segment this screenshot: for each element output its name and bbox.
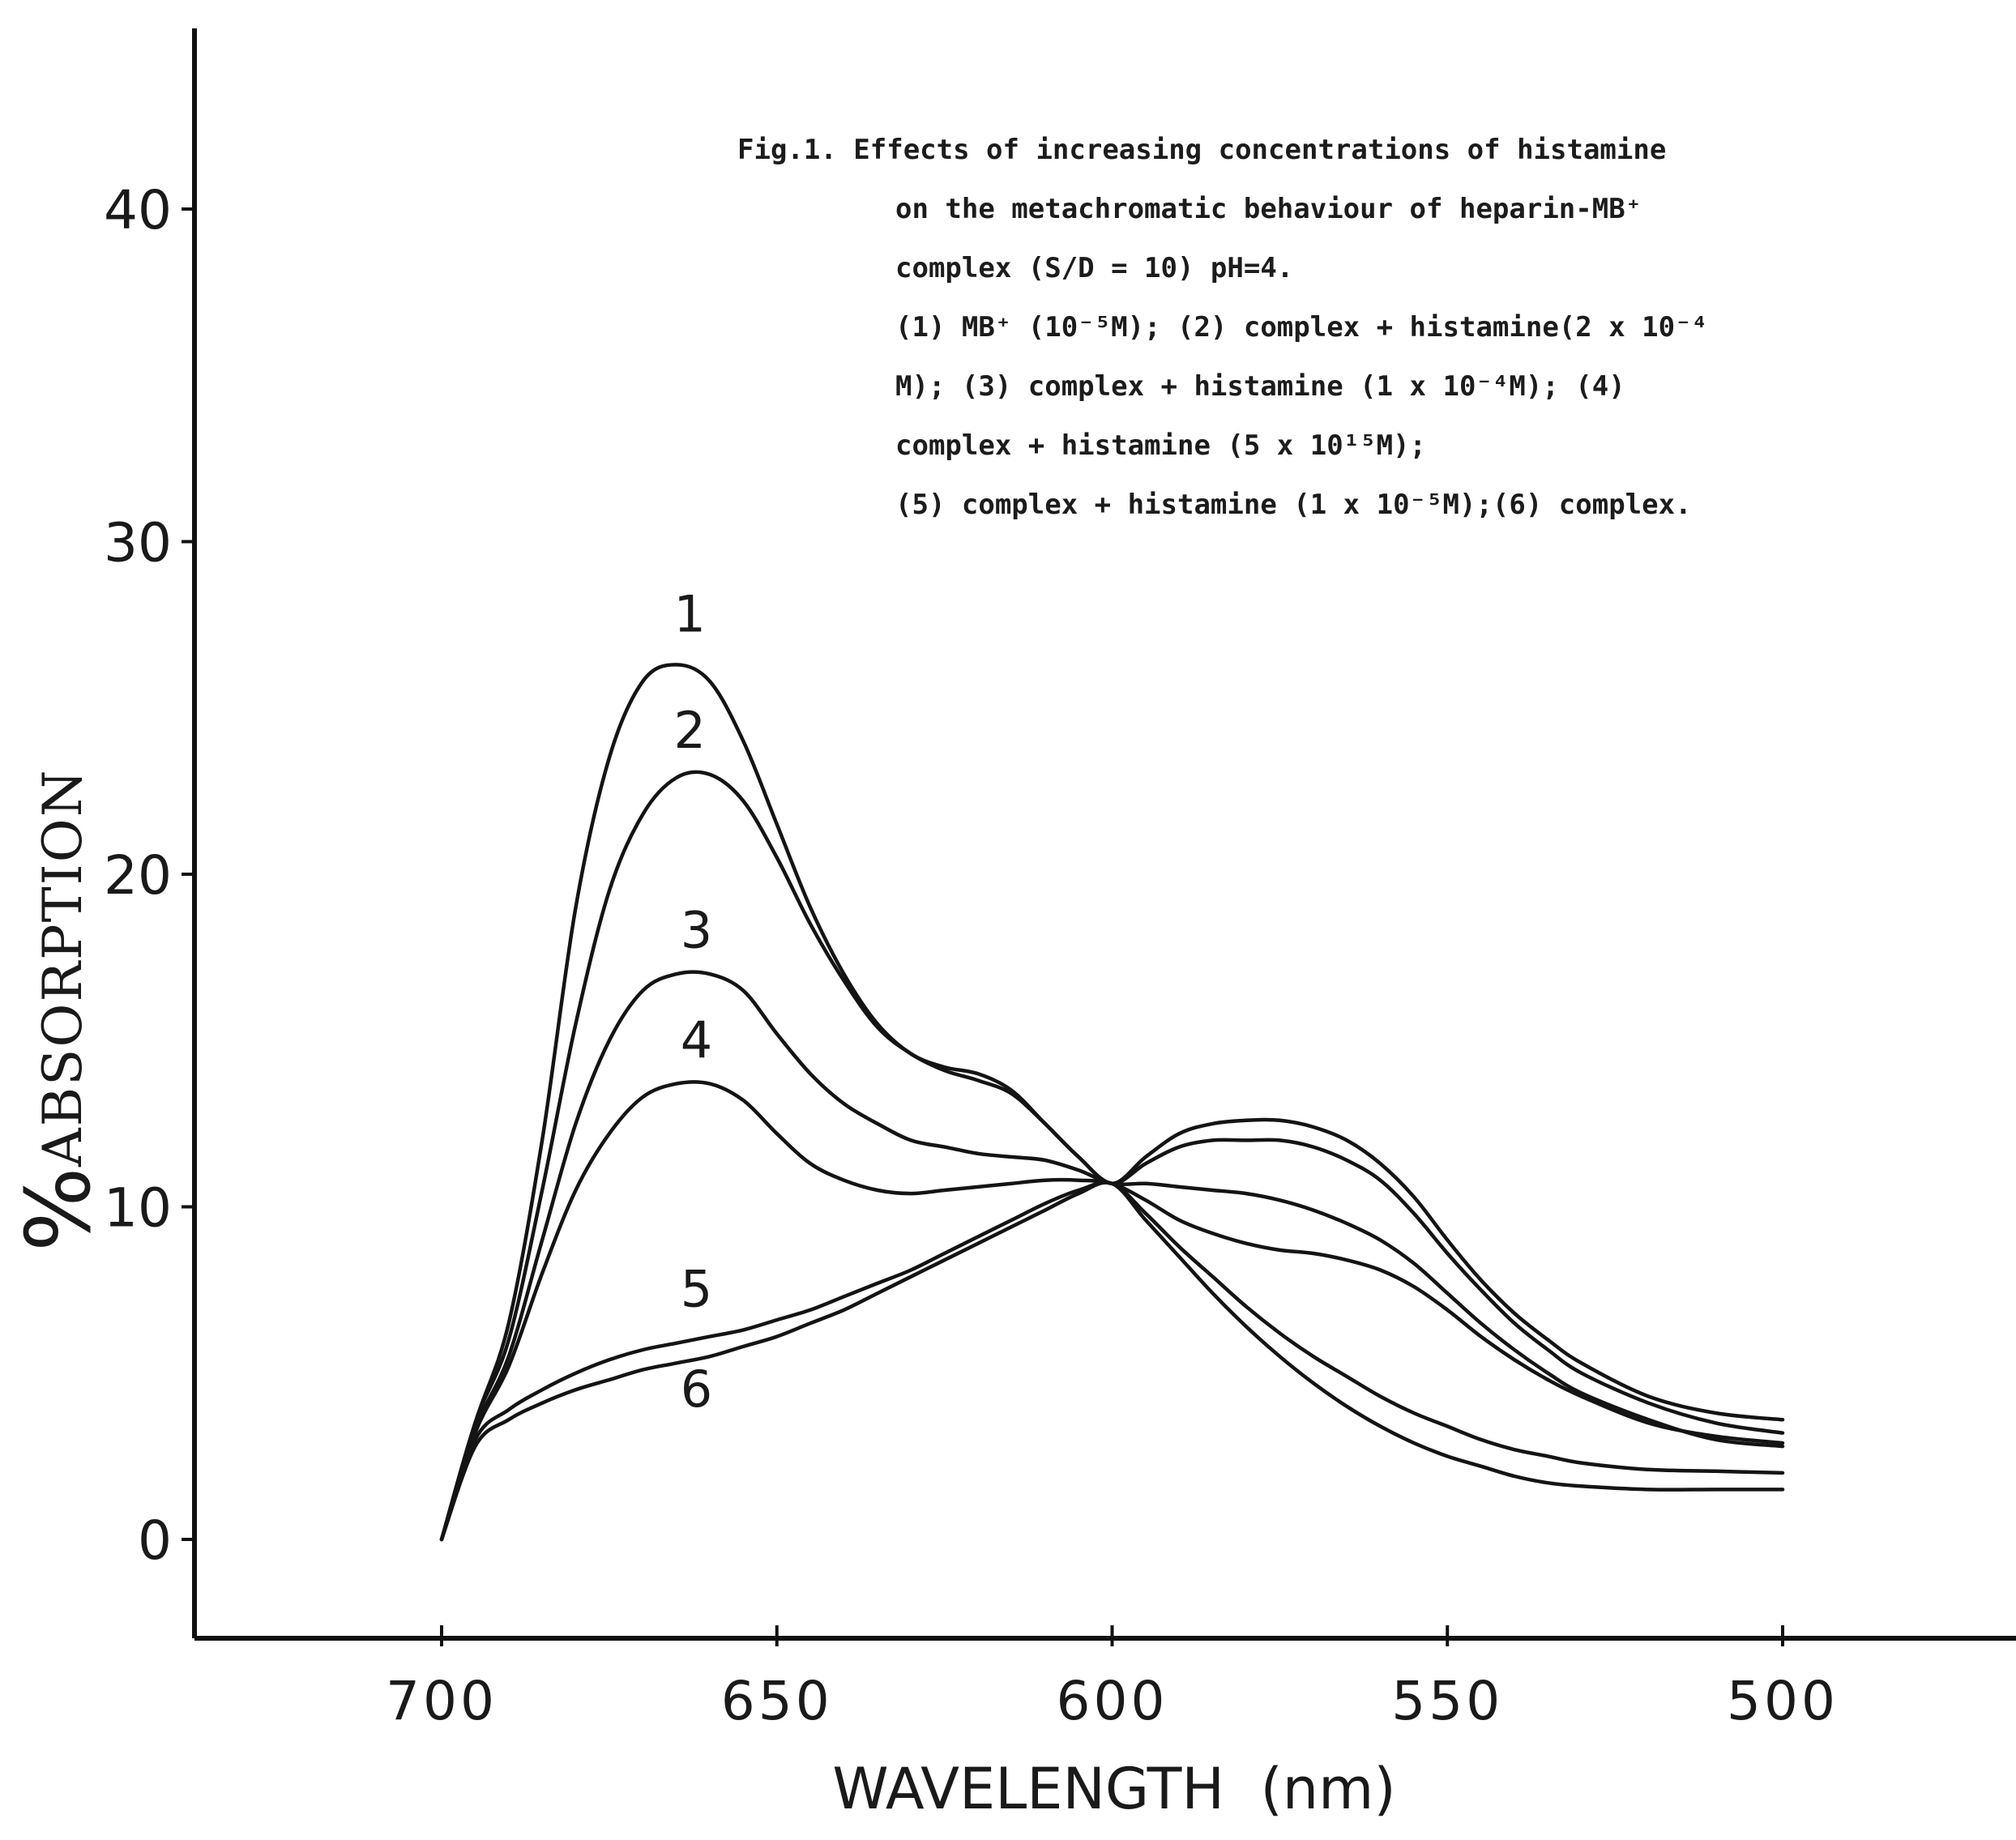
labels: 1 2 3 4 5 6: [673, 584, 712, 1418]
y-axis-title-main: ABSORPTION: [32, 768, 94, 1168]
curves: [439, 663, 1785, 1542]
series-3-line: [439, 970, 1785, 1542]
y-axis-title-prefix: %: [6, 1167, 110, 1252]
series-1-line: [439, 663, 1785, 1542]
caption-line-3: complex (S/D = 10) pH=4.: [895, 252, 1293, 284]
y-tick-label-10: 10: [104, 1177, 172, 1240]
caption-line-5: M); (3) complex + histamine (1 x 10⁻⁴M);…: [895, 370, 1625, 403]
series-5-line: [439, 1180, 1785, 1542]
y-tick-label-40: 40: [104, 179, 172, 241]
caption-line-2: on the metachromatic behaviour of hepari…: [895, 193, 1642, 225]
caption-line-6: complex + histamine (5 x 10¹⁵M);: [895, 429, 1426, 462]
series-6-line: [439, 1180, 1785, 1542]
caption-line-1: Fig.1. Effects of increasing concentrati…: [737, 134, 1666, 166]
caption-line-4: (1) MB⁺ (10⁻⁵M); (2) complex + histamine…: [895, 311, 1708, 344]
y-tick-label-0: 0: [138, 1509, 172, 1572]
x-axis-title: WAVELENGTH (nm): [832, 1756, 1395, 1822]
x-tick-label-650: 650: [721, 1670, 833, 1732]
x-tick-label-500: 500: [1727, 1670, 1839, 1732]
y-tick-label-30: 30: [104, 512, 172, 574]
curve-label-3: 3: [681, 900, 712, 959]
curve-label-4: 4: [681, 1010, 712, 1069]
series-2-line: [439, 770, 1785, 1542]
axes: 0 10 20 30 40 700 650 600 550 500: [104, 28, 2016, 1732]
x-tick-label-700: 700: [386, 1670, 498, 1732]
series-4-line: [439, 1080, 1785, 1542]
curve-label-1: 1: [673, 584, 705, 643]
x-tick-label-550: 550: [1391, 1670, 1503, 1732]
curve-label-6: 6: [681, 1360, 712, 1419]
x-tick-label-600: 600: [1057, 1670, 1168, 1732]
curve-label-2: 2: [673, 701, 705, 760]
figure-caption: Fig.1. Effects of increasing concentrati…: [737, 134, 1708, 521]
curve-label-5: 5: [681, 1260, 712, 1319]
y-axis-title: % ABSORPTION: [6, 768, 110, 1252]
y-tick-label-20: 20: [104, 844, 172, 907]
caption-line-7: (5) complex + histamine (1 x 10⁻⁵M);(6) …: [895, 489, 1692, 521]
